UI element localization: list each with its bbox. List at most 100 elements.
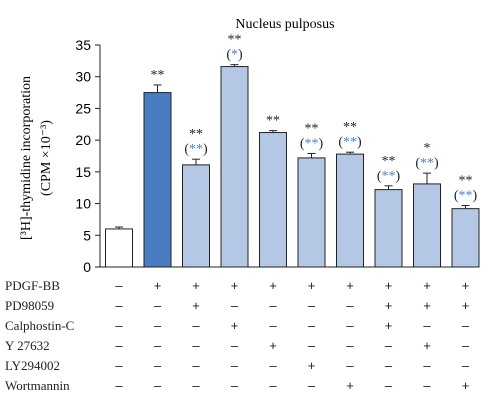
treatment-mark: – (115, 358, 123, 373)
treatment-mark: – (192, 378, 200, 393)
significance-vs-control: ** (305, 121, 319, 136)
treatment-mark: + (269, 278, 277, 293)
bar (413, 183, 441, 268)
treatment-mark: – (269, 298, 277, 313)
treatment-mark: – (423, 358, 431, 373)
treatment-mark: + (154, 278, 162, 293)
treatment-mark: + (346, 378, 354, 393)
significance-vs-pdgf: (**) (377, 169, 401, 184)
treatment-mark: – (346, 318, 354, 333)
bar (220, 66, 249, 268)
significance-vs-pdgf: (**) (415, 156, 439, 171)
treatment-mark: – (462, 358, 470, 373)
treatment-mark: – (115, 278, 123, 293)
bar (143, 92, 172, 268)
treatment-table: PDGF-BB – + + + + + + + + + PD98059 – – + – – – – + + + Calpho… (5, 278, 470, 393)
bar (336, 153, 364, 268)
treatment-mark: – (231, 298, 239, 313)
treatment-mark: + (462, 298, 470, 313)
treatment-label: PDGF-BB (5, 278, 60, 293)
treatment-mark: + (308, 358, 316, 373)
chart-title: Nucleus pulposus (235, 17, 334, 32)
treatment-label: PD98059 (5, 298, 54, 313)
significance-vs-control: ** (266, 114, 280, 129)
y-tick-label: 30 (75, 69, 91, 85)
y-tick-label: 0 (83, 259, 91, 275)
bar (105, 228, 133, 268)
treatment-mark: + (423, 298, 431, 313)
treatment-mark: – (462, 338, 470, 353)
y-axis-unit-label: (CPM ×10⁻³) (39, 120, 54, 196)
treatment-mark: + (308, 278, 316, 293)
significance-vs-control: ** (343, 120, 357, 135)
treatment-mark: – (269, 378, 277, 393)
significance-vs-pdgf: (*) (226, 48, 243, 63)
treatment-label: Calphostin-C (5, 318, 74, 333)
significance-vs-control: ** (189, 127, 203, 142)
bar (259, 132, 287, 268)
treatment-mark: – (346, 298, 354, 313)
treatment-mark: + (423, 278, 431, 293)
treatment-mark: + (462, 378, 470, 393)
y-tick-label: 25 (75, 100, 91, 116)
treatment-mark: – (231, 358, 239, 373)
treatment-mark: – (423, 318, 431, 333)
y-tick-label: 15 (75, 164, 91, 180)
significance-vs-control: * (424, 141, 431, 156)
treatment-mark: – (192, 318, 200, 333)
treatment-mark: – (231, 338, 239, 353)
treatment-mark: – (269, 318, 277, 333)
significance-vs-pdgf: (**) (300, 136, 324, 151)
bar (297, 157, 326, 268)
treatment-mark: – (385, 378, 393, 393)
treatment-label: LY294002 (5, 358, 60, 373)
y-tick-label: 5 (83, 227, 91, 243)
treatment-mark: + (346, 278, 354, 293)
treatment-mark: – (385, 358, 393, 373)
treatment-mark: – (346, 338, 354, 353)
treatment-mark: + (385, 278, 393, 293)
bar (374, 189, 403, 268)
y-tick-label: 35 (75, 37, 91, 53)
treatment-mark: – (115, 378, 123, 393)
treatment-mark: – (154, 338, 162, 353)
treatment-mark: – (115, 298, 123, 313)
treatment-mark: – (385, 338, 393, 353)
treatment-mark: – (154, 298, 162, 313)
treatment-mark: – (192, 338, 200, 353)
significance-vs-control: ** (382, 154, 396, 169)
significance-vs-pdgf: (**) (338, 135, 362, 150)
treatment-label: Y 27632 (5, 338, 50, 353)
treatment-mark: + (385, 318, 393, 333)
bar (451, 208, 480, 268)
bars (105, 64, 480, 268)
treatment-mark: + (462, 278, 470, 293)
treatment-mark: – (154, 318, 162, 333)
significance-vs-pdgf: (**) (454, 188, 478, 203)
treatment-mark: – (346, 358, 354, 373)
bar (182, 164, 210, 268)
treatment-mark: + (192, 298, 200, 313)
y-axis-label: [³H]-thymidine incorporation (19, 76, 34, 240)
treatment-mark: – (308, 318, 316, 333)
treatment-mark: + (423, 338, 431, 353)
y-tick-label: 10 (75, 196, 91, 212)
treatment-mark: – (115, 338, 123, 353)
treatment-mark: – (308, 378, 316, 393)
y-tick-label: 20 (75, 132, 91, 148)
treatment-label: Wortmannin (5, 378, 70, 393)
treatment-mark: – (269, 358, 277, 373)
treatment-mark: + (385, 298, 393, 313)
treatment-mark: – (115, 318, 123, 333)
significance-markers: **(**)**(*)****(**)**(**)**(**)** (**)*(*… (151, 33, 478, 204)
significance-vs-control: ** (228, 33, 242, 48)
treatment-mark: – (308, 298, 316, 313)
treatment-mark: – (423, 378, 431, 393)
treatment-mark: – (462, 318, 470, 333)
treatment-mark: – (154, 378, 162, 393)
significance-vs-control: ** (151, 68, 165, 83)
treatment-mark: – (192, 358, 200, 373)
treatment-mark: – (154, 358, 162, 373)
treatment-mark: + (269, 338, 277, 353)
